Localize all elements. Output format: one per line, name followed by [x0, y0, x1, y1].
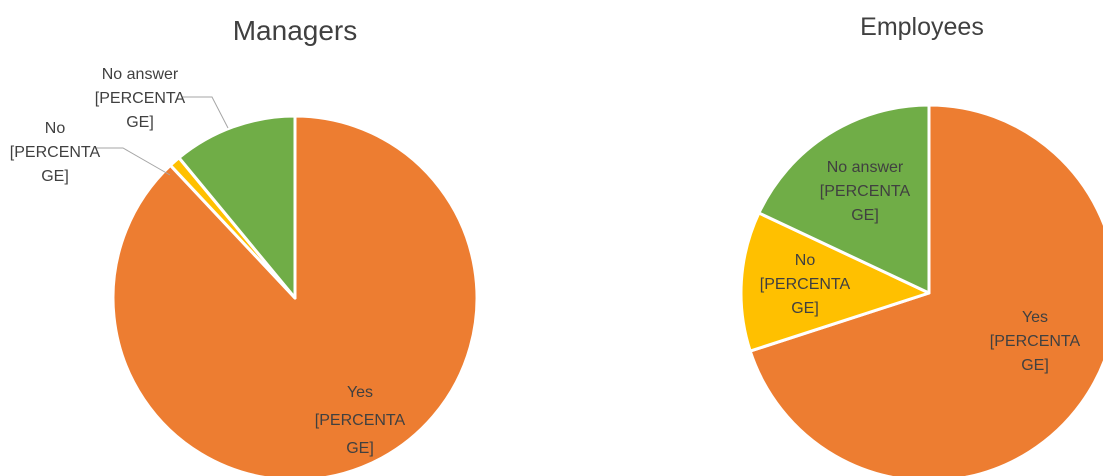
employees-slice-label-line: GE] [851, 207, 879, 224]
managers-slice-no-answer [177, 114, 297, 300]
managers-chart-title: Managers [233, 15, 358, 46]
managers-slice-label-line: GE] [126, 114, 154, 131]
employees-slice-label-yes: Yes [PERCENTA GE] [990, 309, 1081, 374]
managers-slice-yes [111, 114, 479, 476]
managers-slice-label-yes: Yes [PERCENTA GE] [315, 384, 406, 457]
managers-leader-line-no [95, 147, 171, 176]
managers-slice-label-line: GE] [41, 168, 69, 185]
managers-labels: Yes [PERCENTA GE] No [PERCENTA GE] No answer [P… [10, 66, 406, 457]
employees-slice-yes [748, 103, 1103, 476]
employees-slice-label-line: Yes [1022, 309, 1048, 326]
managers-slice-label-no: No [PERCENTA GE] [10, 120, 101, 185]
employees-slice-label-no-answer: No answer [PERCENTA GE] [820, 159, 911, 224]
managers-slice-label-line: [PERCENTA [95, 90, 186, 107]
managers-pie-chart: Managers Yes [PERCENTA GE]No [PERCENTA GE]No… [10, 15, 479, 476]
employees-pie-chart: Employees Yes [PERCENTA GE]No [PERCENTA GE]N… [739, 13, 1103, 476]
managers-slice-label-line: Yes [347, 384, 373, 401]
managers-slice-label-line: [PERCENTA [10, 144, 101, 161]
employees-slice-label-line: [PERCENTA [760, 276, 851, 293]
employees-slice-label-line: [PERCENTA [820, 183, 911, 200]
managers-slice-label-line: GE] [346, 440, 374, 457]
managers-leader-line-no-answer [182, 96, 229, 129]
employees-slices [739, 103, 1103, 476]
employees-slice-label-line: GE] [791, 300, 819, 317]
employees-slice-no-answer [757, 103, 931, 295]
employees-slice-label-no: No [PERCENTA GE] [760, 252, 851, 317]
managers-slices [111, 114, 479, 476]
employees-slice-label-line: No answer [827, 159, 904, 176]
employees-slice-label-line: No [795, 252, 816, 269]
managers-slice-label-no-answer: No answer [PERCENTA GE] [95, 66, 186, 131]
employees-slice-label-line: GE] [1021, 357, 1049, 374]
employees-labels: Yes [PERCENTA GE] No [PERCENTA GE] No answer [P… [760, 159, 1081, 374]
managers-slice-label-line: No answer [102, 66, 179, 83]
managers-slice-label-line: [PERCENTA [315, 412, 406, 429]
managers-slice-label-line: No [45, 120, 66, 137]
employees-slice-no [739, 211, 931, 353]
employees-chart-title: Employees [860, 13, 984, 41]
employees-slice-label-line: [PERCENTA [990, 333, 1081, 350]
